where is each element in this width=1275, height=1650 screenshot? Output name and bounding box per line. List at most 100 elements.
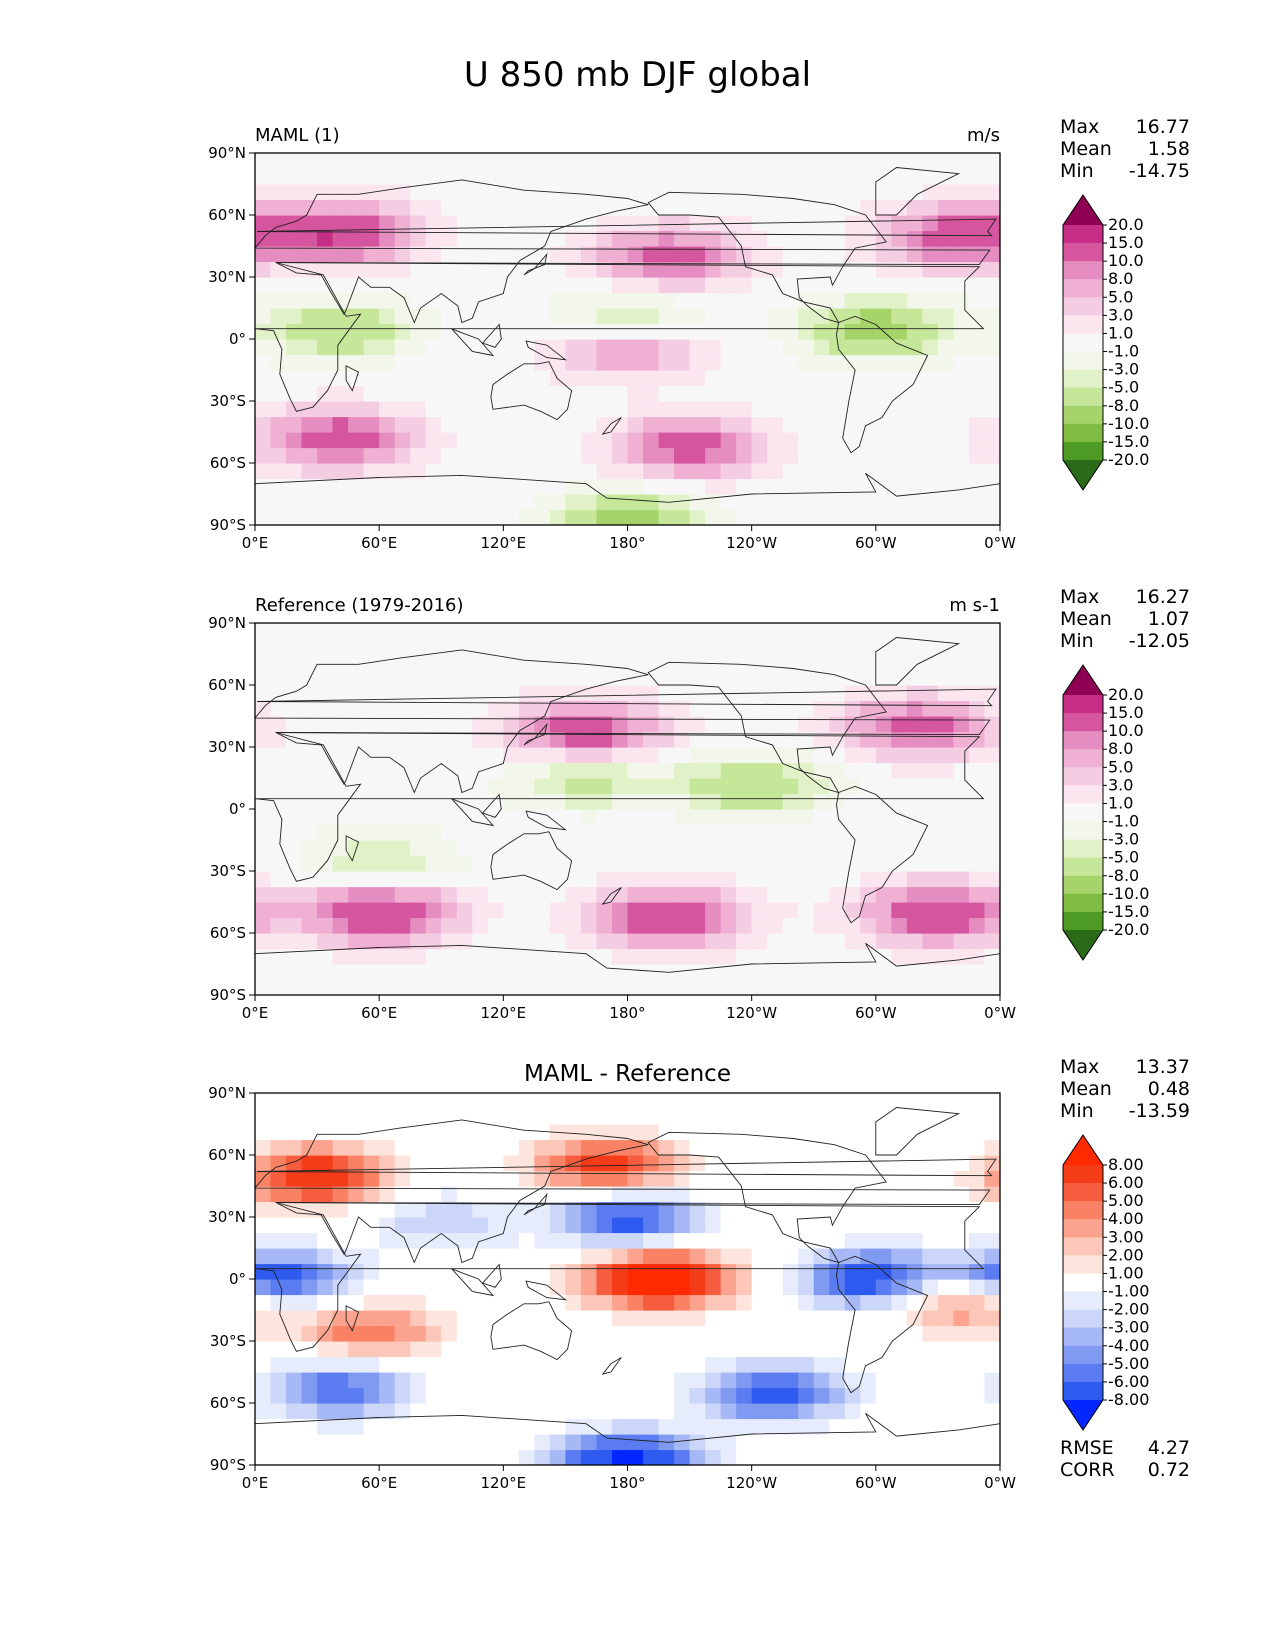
field-cell: [658, 917, 675, 934]
field-cell: [580, 654, 598, 671]
field-cell: [860, 1263, 877, 1280]
field-cell: [829, 277, 846, 294]
field-cell: [922, 416, 939, 433]
field-cell: [255, 215, 272, 232]
field-cell: [767, 1279, 784, 1296]
field-cell: [720, 933, 737, 950]
field-cell: [643, 1356, 660, 1373]
field-cell: [968, 354, 986, 371]
field-cell: [627, 716, 644, 733]
field-cell: [580, 1263, 598, 1280]
field-cell: [767, 716, 784, 733]
field-cell: [906, 623, 923, 640]
field-cell: [363, 1403, 380, 1420]
field-cell: [270, 246, 287, 263]
field-cell: [317, 1341, 334, 1358]
field-cell: [363, 1449, 380, 1465]
field-cell: [674, 948, 691, 965]
field-cell: [984, 762, 1000, 779]
field-cell: [348, 948, 365, 965]
field-cell: [456, 401, 473, 418]
field-cell: [689, 1170, 706, 1187]
field-cell: [596, 762, 613, 779]
field-cell: [394, 509, 411, 525]
field-cell: [596, 184, 613, 201]
field-cell: [580, 308, 598, 325]
field-cell: [410, 1155, 427, 1172]
field-cell: [317, 1155, 334, 1172]
field-cell: [503, 1201, 520, 1218]
field-cell: [720, 1217, 737, 1234]
x-tick-label: 0°W: [984, 1004, 1016, 1022]
field-cell: [829, 700, 846, 717]
field-cell: [487, 478, 504, 495]
field-cell: [968, 1108, 986, 1125]
field-cell: [332, 1139, 349, 1156]
field-cell: [984, 824, 1000, 841]
field-cell: [549, 1341, 567, 1358]
field-cell: [813, 1155, 830, 1172]
field-cell: [286, 1387, 303, 1404]
field-cell: [705, 1139, 722, 1156]
field-cell: [720, 964, 737, 981]
field-cell: [937, 685, 955, 702]
field-cell: [643, 1201, 660, 1218]
field-cell: [689, 824, 706, 841]
field-cell: [751, 1341, 768, 1358]
field-cell: [301, 1170, 318, 1187]
field-cell: [580, 747, 598, 764]
field-cell: [549, 1387, 567, 1404]
field-cell: [379, 509, 396, 525]
field-cell: [580, 1403, 598, 1420]
field-cell: [410, 762, 427, 779]
field-cell: [627, 1325, 644, 1342]
field-cell: [379, 731, 396, 748]
field-cell: [410, 1372, 427, 1389]
field-cell: [736, 902, 753, 919]
field-cell: [658, 1372, 675, 1389]
coastline: [345, 1305, 360, 1332]
field-cell: [627, 964, 644, 981]
field-cell: [968, 1248, 986, 1265]
field-cell: [255, 416, 272, 433]
field-cell: [875, 416, 892, 433]
field-cell: [611, 731, 629, 748]
x-tick-label: 60°W: [855, 1004, 897, 1022]
field-cell: [937, 246, 955, 263]
field-cell: [844, 979, 861, 995]
field-cell: [674, 385, 691, 402]
field-cell: [487, 1186, 504, 1203]
field-cell: [891, 494, 908, 511]
field-cell: [363, 778, 380, 795]
field-cell: [379, 261, 396, 278]
field-cell: [844, 669, 861, 686]
field-cell: [441, 354, 458, 371]
field-cell: [580, 669, 598, 686]
field-cell: [891, 308, 908, 325]
field-cell: [627, 1418, 644, 1435]
field-cell: [410, 292, 427, 309]
field-cell: [643, 793, 660, 810]
field-cell: [906, 964, 923, 981]
field-cell: [736, 979, 753, 995]
field-cell: [798, 685, 815, 702]
field-cell: [487, 1201, 504, 1218]
field-cell: [751, 184, 768, 201]
field-cell: [596, 809, 613, 826]
field-cell: [689, 1434, 706, 1451]
field-cell: [829, 370, 846, 387]
field-cell: [363, 731, 380, 748]
field-cell: [953, 685, 970, 702]
field-cell: [441, 1403, 458, 1420]
field-cell: [906, 215, 923, 232]
field-cell: [937, 1403, 955, 1420]
field-cell: [937, 261, 955, 278]
field-cell: [394, 230, 411, 247]
coastline: [490, 361, 573, 421]
field-cell: [332, 261, 349, 278]
field-cell: [472, 230, 489, 247]
field-cell: [813, 447, 830, 464]
field-cell: [813, 871, 830, 888]
field-cell: [798, 354, 815, 371]
field-cell: [317, 292, 334, 309]
